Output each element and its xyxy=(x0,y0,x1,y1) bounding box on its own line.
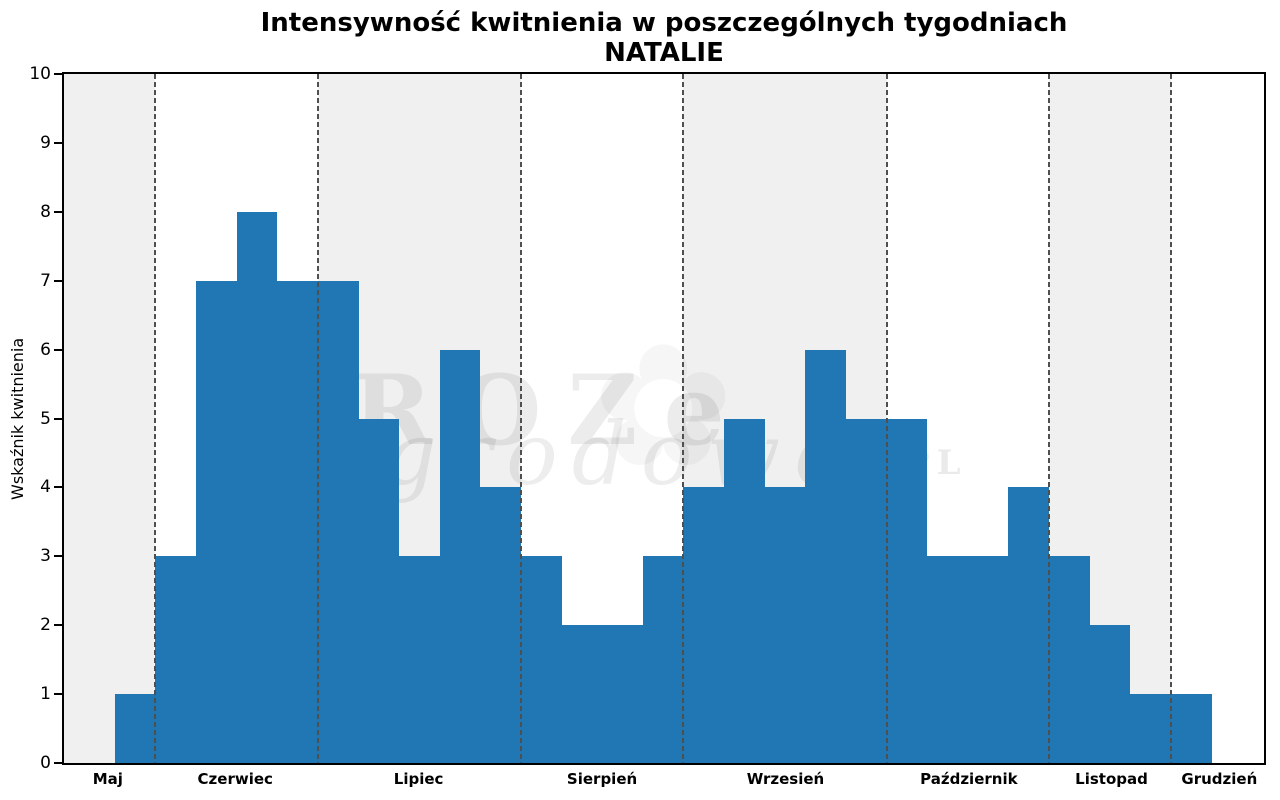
y-axis-tick-label: 9 xyxy=(40,132,51,153)
bar-week xyxy=(399,556,440,763)
y-axis-tick xyxy=(54,486,62,489)
chart-title-line1: Intensywność kwitnienia w poszczególnych… xyxy=(260,8,1068,38)
bar-week xyxy=(1170,694,1212,763)
bar-week xyxy=(1008,487,1050,763)
chart-title: Intensywność kwitnienia w poszczególnych… xyxy=(62,8,1266,68)
bar-week xyxy=(114,694,156,763)
y-axis-tick xyxy=(54,141,62,144)
month-band-maj xyxy=(64,74,156,763)
bar-week xyxy=(317,280,359,763)
bar-week xyxy=(480,487,521,763)
x-axis-labels: Maj Czerwiec Lipiec Sierpień Wrzesień Paździe… xyxy=(62,769,1266,793)
y-axis-tick xyxy=(54,555,62,558)
y-axis-tick-label: 10 xyxy=(29,64,51,84)
bar-week xyxy=(155,556,196,763)
x-axis-month-label: Maj xyxy=(92,770,123,788)
bar-week xyxy=(236,211,278,763)
bar-week xyxy=(683,487,725,763)
x-axis-month-label: Grudzień xyxy=(1181,770,1258,788)
y-axis-tick-label: 6 xyxy=(40,339,51,360)
bar-week xyxy=(845,418,887,763)
bar-week xyxy=(1049,556,1090,763)
bar-week xyxy=(886,418,928,763)
bar-week xyxy=(1089,625,1131,763)
bar-week xyxy=(521,556,562,763)
y-axis-tick xyxy=(54,73,62,75)
bar-week xyxy=(196,280,237,763)
month-divider xyxy=(154,74,157,763)
month-divider xyxy=(682,74,685,763)
y-axis-tick xyxy=(54,417,62,420)
y-axis-tick xyxy=(54,210,62,213)
bar-week xyxy=(764,487,806,763)
y-axis-tick xyxy=(54,624,62,627)
month-divider xyxy=(1169,74,1172,763)
y-axis-tick-label: 2 xyxy=(40,615,51,636)
y-axis-tick-label: 7 xyxy=(40,270,51,291)
bar-week xyxy=(561,625,603,763)
y-axis-tick xyxy=(54,279,62,282)
bar-week xyxy=(277,280,318,763)
month-divider xyxy=(316,74,319,763)
x-axis-month-label: Listopad xyxy=(1075,770,1148,788)
bar-week xyxy=(927,556,968,763)
y-axis-tick xyxy=(54,348,62,351)
bar-week xyxy=(1130,694,1171,763)
x-axis-month-label: Lipiec xyxy=(393,770,444,788)
x-axis-month-label: Czerwiec xyxy=(197,770,273,788)
x-axis-month-label: Październik xyxy=(920,770,1018,788)
bar-week xyxy=(642,556,684,763)
y-axis-tick xyxy=(54,762,62,764)
bar-week xyxy=(805,349,846,763)
y-axis-tick-label: 3 xyxy=(40,546,51,567)
y-axis-tick xyxy=(54,693,62,696)
y-axis-tick-label: 5 xyxy=(40,408,51,429)
month-band-grudzień xyxy=(1170,74,1264,763)
bar-week xyxy=(358,418,400,763)
y-axis-tick-label: 4 xyxy=(40,477,51,498)
y-axis-tick-label: 8 xyxy=(40,201,51,222)
y-axis-tick-label: 1 xyxy=(40,684,51,705)
month-divider xyxy=(885,74,888,763)
x-axis-month-label: Sierpień xyxy=(566,770,638,788)
y-axis-tick-label: 0 xyxy=(40,753,51,773)
bar-week xyxy=(724,418,765,763)
bar-week xyxy=(602,625,643,763)
x-axis-month-label: Wrzesień xyxy=(746,770,825,788)
chart-title-line2: NATALIE xyxy=(604,38,724,68)
month-divider xyxy=(1048,74,1051,763)
bar-week xyxy=(967,556,1009,763)
month-divider xyxy=(520,74,522,763)
bar-week xyxy=(439,349,481,763)
